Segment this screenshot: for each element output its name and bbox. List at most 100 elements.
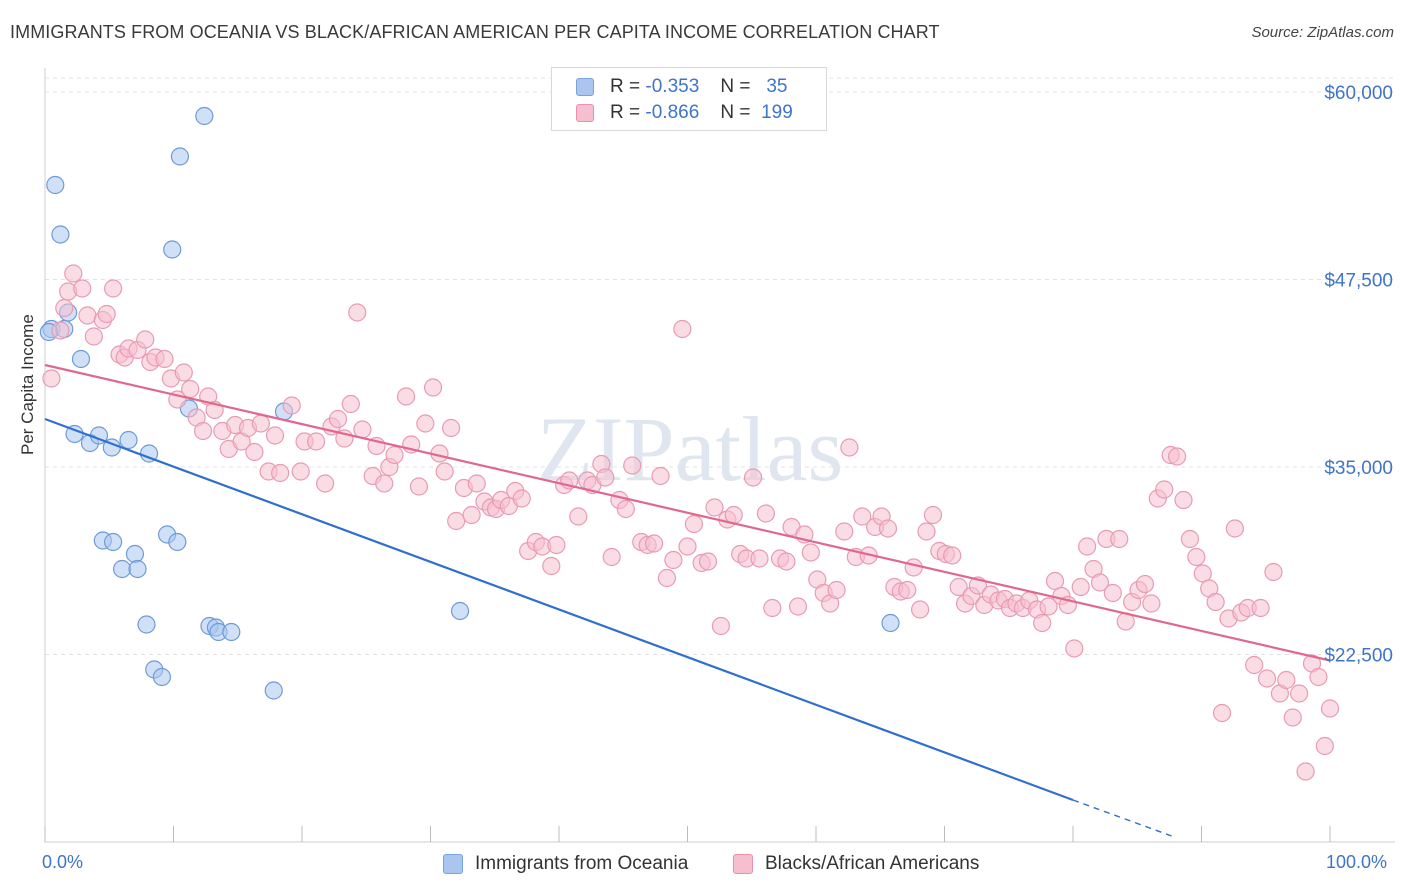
oceania-point — [125, 544, 145, 564]
black-american-point — [711, 616, 731, 636]
black-american-point — [73, 279, 92, 298]
black-american-point — [777, 552, 796, 571]
black-american-point — [1206, 592, 1225, 612]
legend-r-label: R = — [610, 102, 641, 123]
black-american-point — [84, 327, 103, 346]
black-american-point — [1290, 684, 1309, 703]
black-american-point — [341, 394, 360, 414]
black-american-point — [282, 396, 301, 415]
oceania-point — [46, 175, 65, 195]
black-american-point — [853, 507, 872, 526]
x-tick-min: 0.0% — [42, 852, 84, 872]
x-tick-max: 100.0% — [1326, 852, 1388, 872]
black-american-point — [1315, 736, 1334, 756]
black-american-point — [1277, 670, 1296, 690]
oceania-point — [104, 532, 123, 552]
oceania-points — [39, 106, 900, 700]
black-american-point — [42, 369, 61, 388]
black-american-point — [750, 549, 769, 568]
black-american-point — [1180, 529, 1200, 549]
black-american-point — [1065, 639, 1084, 658]
black-american-points — [42, 264, 1340, 781]
black-american-point — [193, 421, 213, 441]
black-american-point — [1110, 529, 1129, 549]
oceania-point — [170, 147, 190, 166]
black-american-point — [898, 580, 917, 600]
axes — [44, 68, 1395, 843]
black-american-point — [467, 474, 486, 493]
black-american-point — [743, 468, 763, 487]
black-american-point — [1078, 537, 1097, 556]
black-american-point — [416, 414, 435, 433]
black-american-point — [569, 507, 588, 526]
black-american-trend-line — [44, 363, 1331, 662]
black-american-point — [1245, 655, 1264, 675]
black-american-point — [1155, 480, 1174, 499]
black-american-point — [596, 468, 615, 487]
oceania-point — [450, 601, 470, 621]
black-american-point — [835, 522, 854, 541]
black-american-point — [51, 321, 70, 340]
black-american-point — [64, 264, 83, 283]
black-american-point — [705, 498, 724, 517]
y-tick-label: $35,000 — [1324, 458, 1393, 479]
black-american-point — [801, 543, 820, 562]
black-american-point — [827, 580, 846, 600]
black-american-point — [917, 522, 936, 541]
black-american-point — [396, 387, 416, 406]
oceania-point — [51, 225, 70, 244]
legend-n-value-black: 199 — [761, 102, 793, 123]
black-american-point — [1283, 708, 1302, 727]
black-american-point — [462, 505, 481, 525]
black-american-point — [316, 474, 335, 493]
black-american-point — [104, 279, 123, 298]
black-american-point — [547, 535, 566, 555]
black-american-point — [1071, 577, 1090, 597]
black-american-point — [664, 550, 683, 570]
black-american-point — [353, 420, 372, 439]
black-american-point — [1193, 564, 1212, 583]
black-american-point — [97, 304, 116, 324]
black-american-point — [684, 514, 704, 534]
correlation-legend: R = -0.353 N = 35 R = -0.866 N = 199 — [551, 67, 827, 131]
legend-n-label: N = — [720, 76, 751, 97]
black-american-point — [1187, 547, 1206, 567]
bottom-legend-swatch-oceania — [443, 854, 463, 874]
bottom-legend-swatch-black — [733, 854, 753, 874]
oceania-point — [119, 430, 138, 450]
black-american-point — [1103, 583, 1122, 603]
black-american-point — [271, 463, 290, 483]
black-american-point — [910, 600, 930, 619]
y-axis-label: Per Capita Income — [18, 314, 37, 455]
black-american-point — [1033, 613, 1052, 633]
legend-r-value-black: -0.866 — [645, 102, 700, 123]
legend-swatch-black — [576, 104, 594, 122]
legend-n-value-oceania: 35 — [766, 76, 788, 97]
legend-n-label: N = — [720, 102, 751, 123]
black-american-point — [1090, 573, 1110, 592]
black-american-point — [763, 598, 782, 618]
oceania-point — [264, 681, 283, 700]
black-american-point — [1264, 562, 1283, 582]
oceania-point — [71, 349, 91, 369]
y-tick-label: $60,000 — [1324, 83, 1393, 104]
oceania-point — [128, 559, 147, 579]
oceania-point — [222, 622, 241, 642]
black-american-point — [1174, 490, 1193, 510]
black-american-point — [644, 534, 664, 553]
black-american-point — [673, 319, 692, 339]
black-american-point — [447, 511, 466, 531]
black-american-point — [1135, 574, 1155, 594]
y-tick-label: $47,500 — [1324, 271, 1393, 292]
black-american-point — [1039, 597, 1058, 616]
black-american-point — [651, 466, 670, 486]
black-american-point — [291, 462, 310, 481]
black-american-point — [307, 432, 326, 451]
black-american-point — [1320, 699, 1340, 718]
bottom-legend-label-black: Blacks/African Americans — [765, 853, 980, 874]
black-american-point — [943, 546, 962, 565]
black-american-point — [949, 577, 968, 597]
y-tick-label: $22,500 — [1324, 646, 1393, 667]
oceania-point — [152, 667, 172, 687]
oceania-point — [881, 613, 900, 633]
